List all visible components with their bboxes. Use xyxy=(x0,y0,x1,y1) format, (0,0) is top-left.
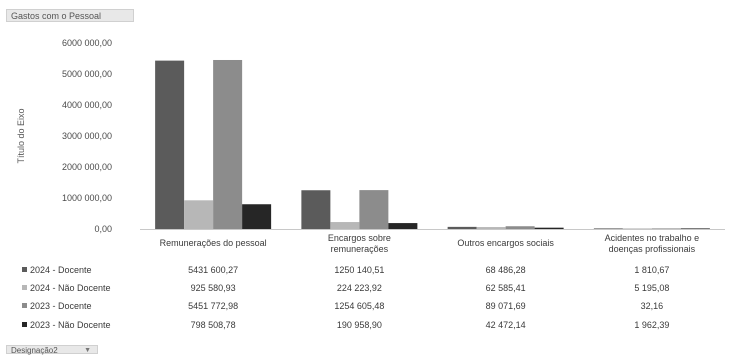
chevron-down-icon: ▼ xyxy=(84,347,91,354)
chart-title-button[interactable]: Gastos com o Pessoal xyxy=(6,9,134,22)
legend-label: 2024 - Docente xyxy=(30,265,92,275)
legend-key xyxy=(22,285,27,290)
bar xyxy=(242,204,272,229)
data-table-value: 62 585,41 xyxy=(486,283,526,293)
data-table-value: 925 580,93 xyxy=(191,283,236,293)
bar xyxy=(680,228,710,229)
data-table-value: 190 958,90 xyxy=(337,320,382,330)
y-tick-label: 1000 000,00 xyxy=(62,193,112,203)
data-table-value: 5451 772,98 xyxy=(188,301,238,311)
bar xyxy=(476,227,506,229)
y-tick-label: 2000 000,00 xyxy=(62,162,112,172)
bar xyxy=(359,190,389,229)
y-tick-label: 5000 000,00 xyxy=(62,69,112,79)
data-table-value: 1 962,39 xyxy=(634,320,669,330)
bar xyxy=(155,60,185,229)
legend-key xyxy=(22,303,27,308)
legend-label: 2024 - Não Docente xyxy=(30,283,111,293)
y-tick-label: 3000 000,00 xyxy=(62,131,112,141)
bar xyxy=(388,223,418,229)
legend-key xyxy=(22,322,27,327)
legend-key xyxy=(22,267,27,272)
data-table-value: 5431 600,27 xyxy=(188,265,238,275)
data-table-value: 1254 605,48 xyxy=(334,301,384,311)
bar xyxy=(593,228,623,229)
data-table-value: 32,16 xyxy=(641,301,664,311)
category-label: Acidentes no trabalho e doenças profissio… xyxy=(605,233,700,254)
bar xyxy=(330,222,360,229)
chart-title: Gastos com o Pessoal xyxy=(11,11,102,21)
bar xyxy=(301,190,331,229)
y-tick-label: 6000 000,00 xyxy=(62,38,112,48)
data-table-value: 224 223,92 xyxy=(337,283,382,293)
bar xyxy=(534,227,564,229)
category-label: Encargos sobre remunerações xyxy=(328,233,391,254)
bar xyxy=(651,228,681,229)
y-axis-title: Título do Eixo xyxy=(16,108,26,163)
data-table-value: 798 508,78 xyxy=(191,320,236,330)
data-table-value: 5 195,08 xyxy=(634,283,669,293)
bar xyxy=(505,226,535,229)
bar xyxy=(622,228,652,229)
y-tick-label: 4000 000,00 xyxy=(62,100,112,110)
bar xyxy=(213,59,243,229)
data-table-value: 1 810,67 xyxy=(634,265,669,275)
data-table-value: 1250 140,51 xyxy=(334,265,384,275)
category-label: Outros encargos sociais xyxy=(457,238,554,248)
bar xyxy=(184,200,214,229)
y-tick-label: 0,00 xyxy=(94,224,112,234)
category-label: Remunerações do pessoal xyxy=(160,238,267,248)
data-table-value: 42 472,14 xyxy=(486,320,526,330)
data-table-value: 89 071,69 xyxy=(486,301,526,311)
legend-label: 2023 - Docente xyxy=(30,301,92,311)
legend-label: 2023 - Não Docente xyxy=(30,320,111,330)
designacao-filter-button[interactable]: Designação2 ▼ xyxy=(6,345,98,355)
filter-label: Designação2 xyxy=(11,346,58,355)
data-table-value: 68 486,28 xyxy=(486,265,526,275)
bar xyxy=(447,226,477,229)
